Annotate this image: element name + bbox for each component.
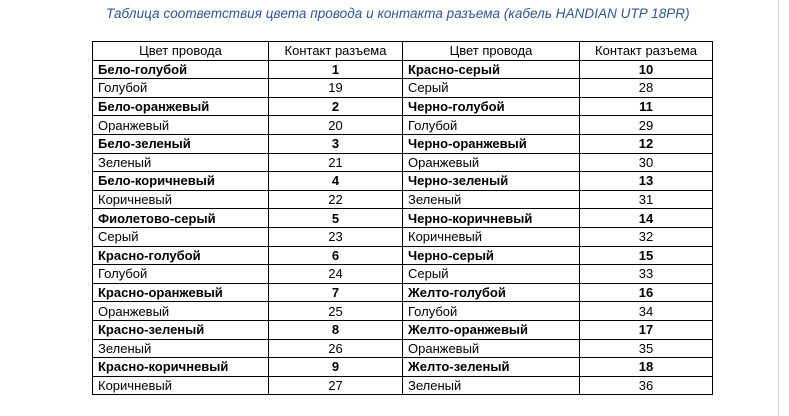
pin-left-cell: 3	[268, 133, 403, 154]
page-edge-line	[778, 0, 779, 416]
wire-color-left-cell: Красно-зеленый	[92, 319, 269, 340]
pin-left-cell: 9	[268, 357, 403, 377]
table-row: Красно-зеленый 8 Желто-оранжевый 17	[92, 319, 713, 340]
wire-color-right-cell: Черно-коричневый	[402, 208, 580, 228]
wire-color-right-cell: Серый	[402, 78, 580, 98]
pin-right-cell: 34	[579, 301, 713, 321]
pin-right-cell: 16	[579, 282, 713, 303]
wire-color-left-cell: Коричневый	[92, 189, 269, 210]
wire-color-right-cell: Голубой	[402, 115, 580, 135]
wire-color-left-cell: Бело-оранжевый	[92, 96, 269, 117]
wire-color-right-cell: Зеленый	[402, 375, 580, 396]
wire-color-left-cell: Бело-голубой	[92, 59, 269, 80]
wire-color-left-cell: Красно-голубой	[92, 245, 269, 266]
wire-color-left-cell: Фиолетово-серый	[92, 208, 269, 228]
table-header-row: Цвет провода Контакт разъема Цвет провод…	[92, 41, 713, 61]
wire-color-right-cell: Оранжевый	[402, 152, 580, 173]
table-row: Бело-голубой 1 Красно-серый 10	[92, 59, 713, 80]
table-row: Зеленый 26 Оранжевый 35	[92, 338, 713, 359]
pin-left-cell: 19	[268, 78, 403, 98]
pin-left-cell: 20	[268, 115, 403, 135]
pin-left-cell: 21	[268, 152, 403, 173]
pin-left-cell: 23	[268, 226, 403, 247]
pin-left-cell: 24	[268, 264, 403, 284]
header-pin-right: Контакт разъема	[579, 41, 713, 61]
header-pin-left: Контакт разъема	[268, 41, 403, 61]
wire-color-left-cell: Оранжевый	[92, 301, 269, 321]
pin-left-cell: 27	[268, 375, 403, 396]
table-row: Голубой 24 Серый 33	[92, 264, 713, 284]
page-title: Таблица соответствия цвета провода и кон…	[106, 6, 690, 21]
wire-color-left-cell: Голубой	[92, 78, 269, 98]
pin-left-cell: 2	[268, 96, 403, 117]
wire-color-table: Цвет провода Контакт разъема Цвет провод…	[92, 41, 713, 396]
table-row: Коричневый 27 Зеленый 36	[92, 375, 713, 396]
wire-color-right-cell: Желто-голубой	[402, 282, 580, 303]
pin-right-cell: 11	[579, 96, 713, 117]
pin-right-cell: 36	[579, 375, 713, 396]
wire-color-right-cell: Черно-голубой	[402, 96, 580, 117]
pin-right-cell: 14	[579, 208, 713, 228]
wire-color-right-cell: Желто-оранжевый	[402, 319, 580, 340]
wire-color-left-cell: Зеленый	[92, 152, 269, 173]
table-row: Оранжевый 25 Голубой 34	[92, 301, 713, 321]
wire-color-left-cell: Бело-зеленый	[92, 133, 269, 154]
table-row: Зеленый 21 Оранжевый 30	[92, 152, 713, 173]
pin-right-cell: 12	[579, 133, 713, 154]
table-row: Красно-коричневый 9 Желто-зеленый 18	[92, 357, 713, 377]
table-row: Оранжевый 20 Голубой 29	[92, 115, 713, 135]
table-row: Коричневый 22 Зеленый 31	[92, 189, 713, 210]
wire-color-left-cell: Красно-оранжевый	[92, 282, 269, 303]
wire-color-right-cell: Черно-серый	[402, 245, 580, 266]
pin-left-cell: 26	[268, 338, 403, 359]
wire-color-left-cell: Голубой	[92, 264, 269, 284]
pin-right-cell: 15	[579, 245, 713, 266]
pin-right-cell: 10	[579, 59, 713, 80]
header-wire-color-left: Цвет провода	[92, 41, 269, 61]
pin-left-cell: 25	[268, 301, 403, 321]
wire-color-left-cell: Серый	[92, 226, 269, 247]
table-row: Бело-зеленый 3 Черно-оранжевый 12	[92, 133, 713, 154]
pin-right-cell: 32	[579, 226, 713, 247]
wire-color-right-cell: Желто-зеленый	[402, 357, 580, 377]
wire-color-right-cell: Голубой	[402, 301, 580, 321]
table-row: Бело-коричневый 4 Черно-зеленый 13	[92, 171, 713, 191]
table-row: Фиолетово-серый 5 Черно-коричневый 14	[92, 208, 713, 228]
wire-color-left-cell: Оранжевый	[92, 115, 269, 135]
pin-left-cell: 7	[268, 282, 403, 303]
pin-right-cell: 18	[579, 357, 713, 377]
table-row: Серый 23 Коричневый 32	[92, 226, 713, 247]
wire-color-right-cell: Оранжевый	[402, 338, 580, 359]
pin-right-cell: 29	[579, 115, 713, 135]
wire-color-right-cell: Черно-зеленый	[402, 171, 580, 191]
wire-color-right-cell: Серый	[402, 264, 580, 284]
wire-color-left-cell: Зеленый	[92, 338, 269, 359]
pin-left-cell: 22	[268, 189, 403, 210]
pin-left-cell: 1	[268, 59, 403, 80]
pin-right-cell: 17	[579, 319, 713, 340]
pin-left-cell: 4	[268, 171, 403, 191]
table-row: Красно-голубой 6 Черно-серый 15	[92, 245, 713, 266]
table-row: Бело-оранжевый 2 Черно-голубой 11	[92, 96, 713, 117]
table-row: Голубой 19 Серый 28	[92, 78, 713, 98]
header-wire-color-right: Цвет провода	[402, 41, 580, 61]
pin-right-cell: 31	[579, 189, 713, 210]
pin-right-cell: 13	[579, 171, 713, 191]
wire-color-left-cell: Коричневый	[92, 375, 269, 396]
wire-color-right-cell: Красно-серый	[402, 59, 580, 80]
pin-right-cell: 33	[579, 264, 713, 284]
pin-right-cell: 30	[579, 152, 713, 173]
pin-right-cell: 35	[579, 338, 713, 359]
wire-color-right-cell: Зеленый	[402, 189, 580, 210]
pin-left-cell: 8	[268, 319, 403, 340]
table-row: Красно-оранжевый 7 Желто-голубой 16	[92, 282, 713, 303]
pin-right-cell: 28	[579, 78, 713, 98]
wire-color-right-cell: Черно-оранжевый	[402, 133, 580, 154]
wire-color-right-cell: Коричневый	[402, 226, 580, 247]
table-body: Бело-голубой 1 Красно-серый 10 Голубой 19 Серы…	[92, 59, 713, 396]
pin-left-cell: 5	[268, 208, 403, 228]
wire-color-left-cell: Красно-коричневый	[92, 357, 269, 377]
wire-color-left-cell: Бело-коричневый	[92, 171, 269, 191]
pin-left-cell: 6	[268, 245, 403, 266]
